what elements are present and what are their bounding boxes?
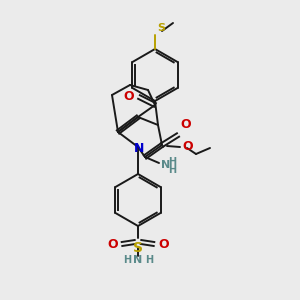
Text: O: O: [123, 89, 134, 103]
Text: S: S: [157, 23, 165, 33]
Text: N: N: [134, 255, 142, 265]
Text: O: O: [182, 140, 193, 152]
Text: H: H: [145, 255, 153, 265]
Text: N: N: [134, 142, 144, 154]
Text: O: O: [158, 238, 169, 250]
Text: S: S: [133, 241, 143, 255]
Text: H: H: [168, 165, 176, 175]
Text: O: O: [180, 118, 190, 131]
Text: H: H: [168, 157, 176, 167]
Text: H: H: [123, 255, 131, 265]
Text: N: N: [161, 160, 170, 170]
Text: O: O: [107, 238, 118, 250]
